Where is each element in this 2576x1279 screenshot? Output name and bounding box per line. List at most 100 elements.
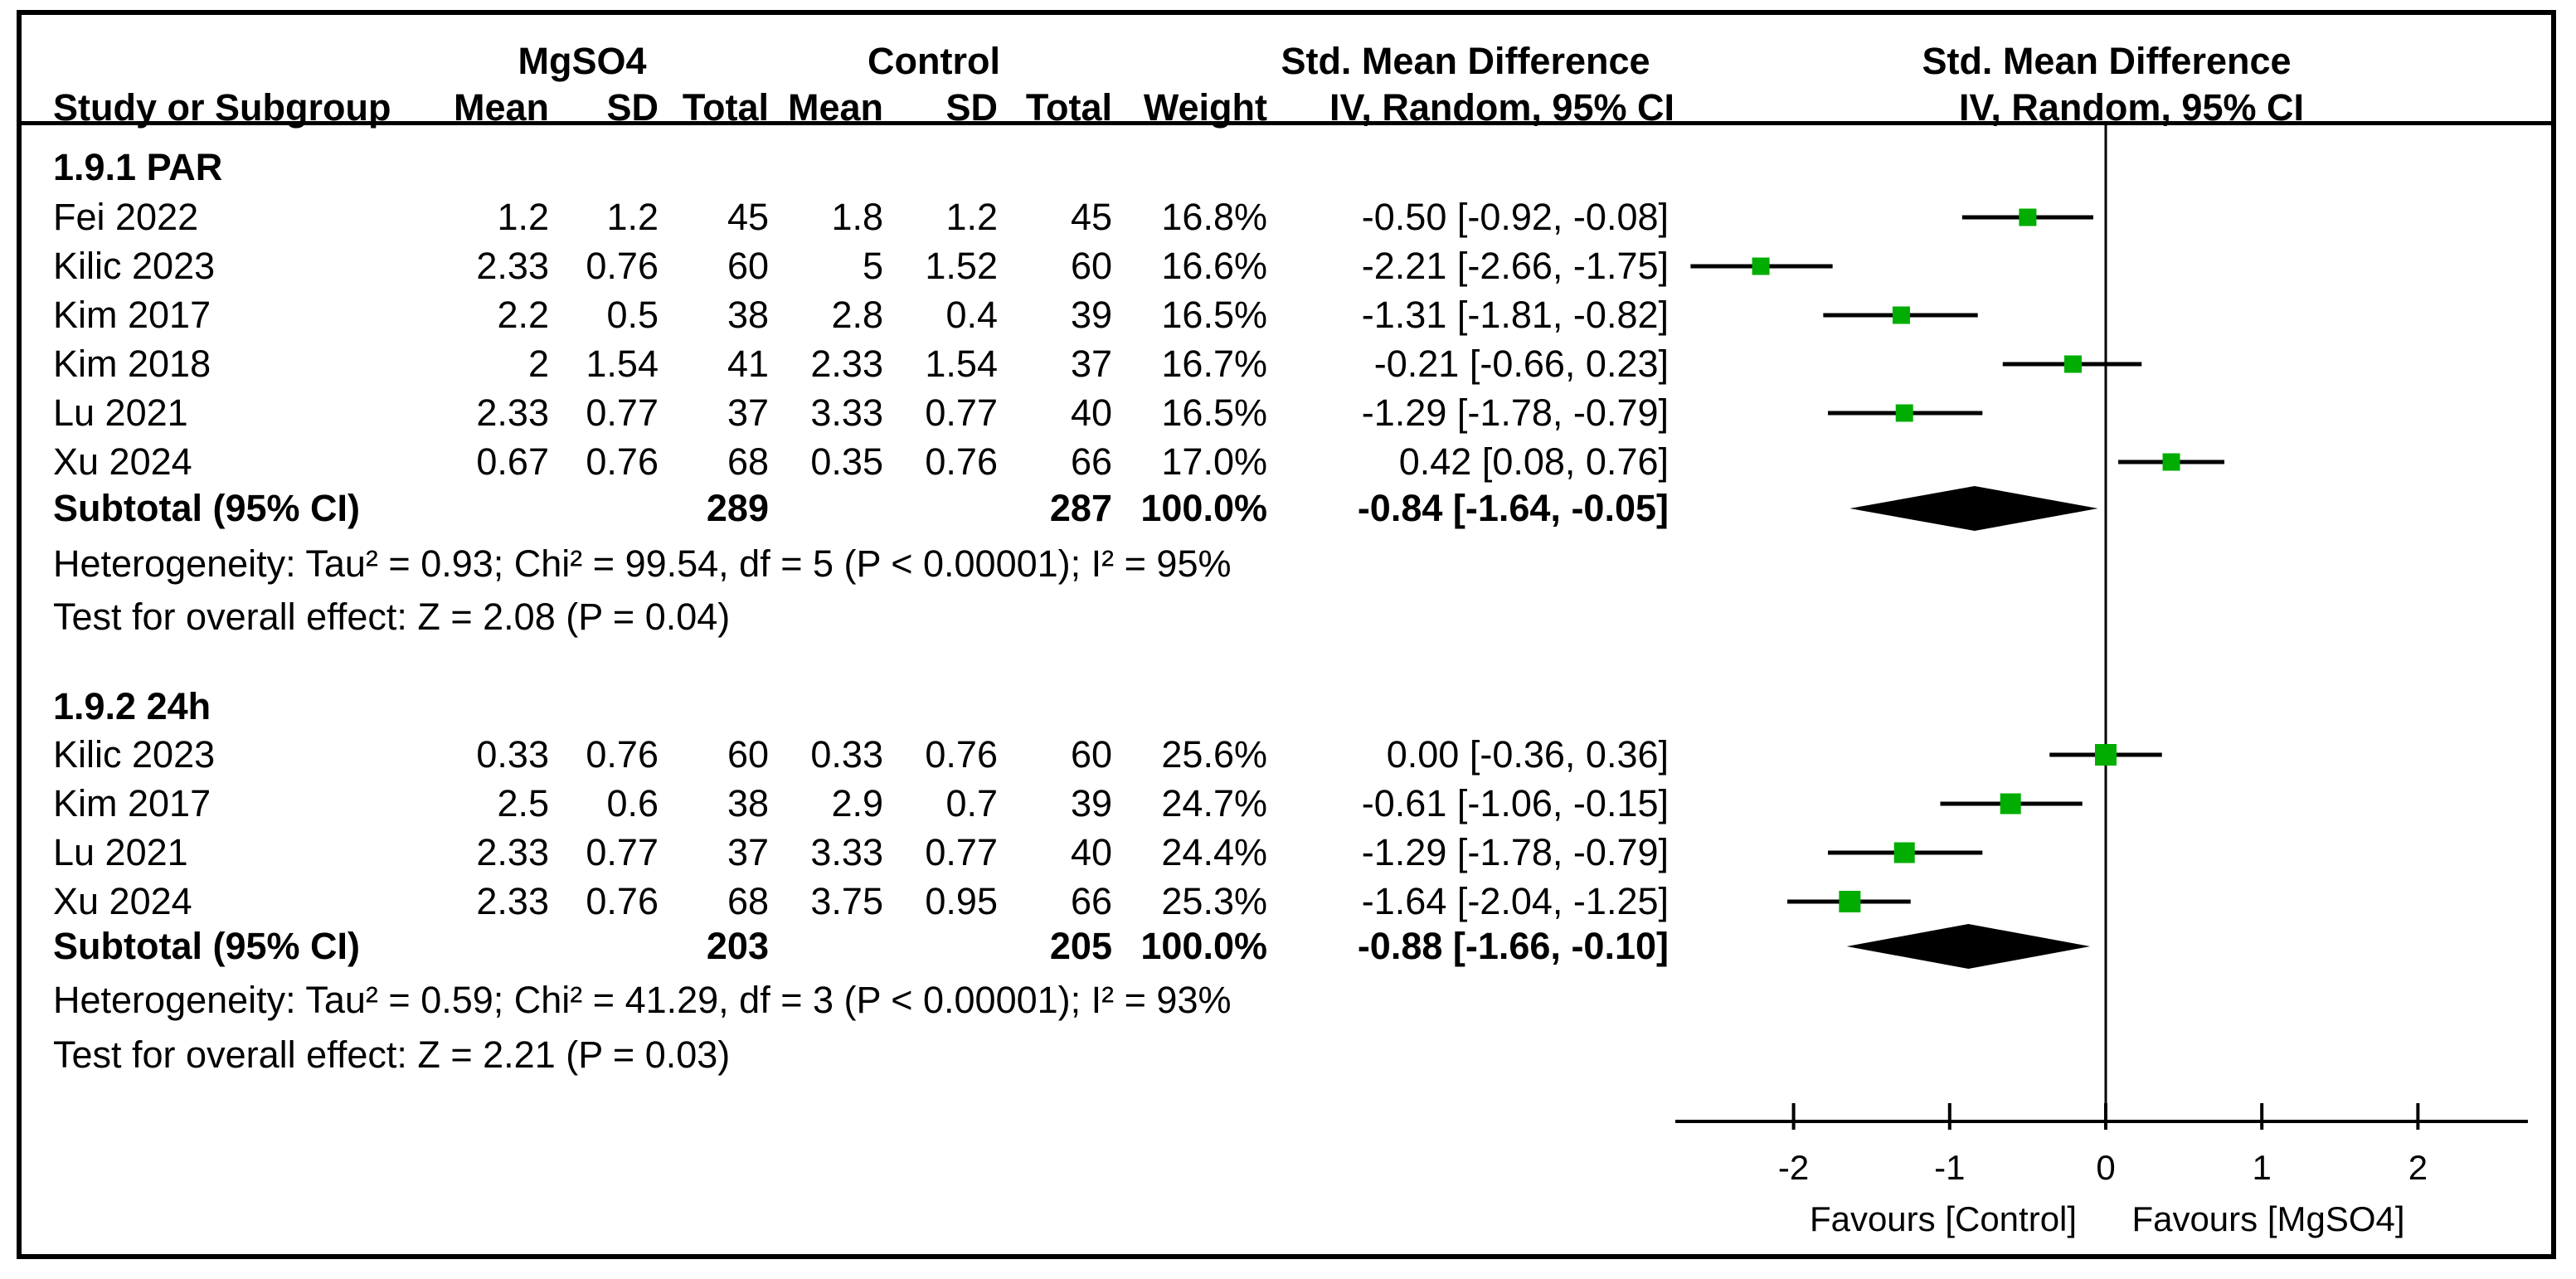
subtotal-control-total: 205 [1049, 925, 1112, 967]
mgso4-sd: 0.76 [586, 245, 659, 287]
control-total: 66 [1070, 880, 1112, 922]
mgso4-total: 60 [727, 245, 769, 287]
control-mean: 2.33 [810, 343, 883, 385]
heterogeneity-row: Heterogeneity: Tau² = 0.93; Chi² = 99.54… [0, 540, 2576, 588]
subgroup-label: 1.9.1 PAR [53, 146, 223, 188]
mgso4-total: 68 [727, 880, 769, 922]
mgso4-sd: 0.76 [586, 440, 659, 483]
heterogeneity-text: Heterogeneity: Tau² = 0.93; Chi² = 99.54… [53, 542, 1232, 585]
axis-tick-label: 1 [2253, 1148, 2272, 1187]
subtotal-row: Subtotal (95% CI) 203 205 100.0% -0.88 [-1.6… [0, 922, 2576, 970]
subtotal-row: Subtotal (95% CI) 289 287 100.0% -0.84 [-1.6… [0, 484, 2576, 533]
ci-value: 0.00 [-0.36, 0.36] [1386, 733, 1669, 776]
control-mean: 3.33 [810, 391, 883, 434]
overall-effect-text: Test for overall effect: Z = 2.08 (P = 0… [53, 596, 731, 638]
study-name: Kim 2017 [53, 782, 211, 824]
favours-right-label: Favours [MgSO4] [2131, 1199, 2404, 1238]
table-row: Xu 2024 2.33 0.76 68 3.75 0.95 66 25.3% -1.64 [-… [0, 878, 2576, 926]
mgso4-mean: 0.33 [476, 733, 549, 776]
weight-value: 25.6% [1161, 733, 1267, 776]
control-total: 37 [1070, 343, 1112, 385]
subtotal-label: Subtotal (95% CI) [53, 925, 361, 967]
ci-value: -2.21 [-2.66, -1.75] [1361, 245, 1669, 287]
control-sd: 0.7 [945, 782, 998, 824]
control-mean: 2.9 [831, 782, 883, 824]
control-mean: 0.33 [810, 733, 883, 776]
subtotal-ci-value: -0.88 [-1.66, -0.10] [1357, 925, 1669, 967]
mgso4-total: 60 [727, 733, 769, 776]
study-name: Fei 2022 [53, 196, 199, 238]
axis-tick-label: -1 [1934, 1148, 1965, 1187]
subtotal-control-total: 287 [1049, 487, 1112, 529]
weight-value: 24.4% [1161, 831, 1267, 873]
weight-value: 16.5% [1161, 294, 1267, 336]
effect-marker [1895, 404, 1913, 422]
control-total: 60 [1070, 245, 1112, 287]
weight-value: 16.8% [1161, 196, 1267, 238]
smd-header-text-column: Std. Mean Difference [1281, 40, 1650, 82]
control-mean: 2.8 [831, 294, 883, 336]
ci-value: -0.50 [-0.92, -0.08] [1361, 196, 1669, 238]
effect-marker [2162, 453, 2180, 471]
mgso4-total: 37 [727, 831, 769, 873]
study-name: Kilic 2023 [53, 245, 216, 287]
ci-value: 0.42 [0.08, 0.76] [1398, 440, 1669, 483]
ci-value: -0.21 [-0.66, 0.23] [1373, 343, 1669, 385]
mgso4-mean: 2.33 [476, 831, 549, 873]
subtotal-diamond [1849, 486, 2098, 531]
mgso4-total: 38 [727, 294, 769, 336]
mgso4-sd: 0.77 [586, 831, 659, 873]
control-mean: 3.75 [810, 880, 883, 922]
mgso4-mean: 2 [527, 343, 549, 385]
control-total: 60 [1070, 733, 1112, 776]
ci-value: -1.31 [-1.81, -0.82] [1361, 294, 1669, 336]
mgso4-total: 68 [727, 440, 769, 483]
table-row: Kilic 2023 2.33 0.76 60 5 1.52 60 16.6% -2.21 [-… [0, 242, 2576, 290]
control-sd: 1.2 [945, 196, 998, 238]
subtotal-weight: 100.0% [1140, 925, 1267, 967]
mgso4-mean: 2.2 [497, 294, 549, 336]
subtotal-label: Subtotal (95% CI) [53, 487, 361, 529]
effect-marker [2000, 793, 2021, 815]
table-row: Xu 2024 0.67 0.76 68 0.35 0.76 66 17.0% 0.42 [0.… [0, 438, 2576, 486]
weight-value: 16.7% [1161, 343, 1267, 385]
mgso4-sd: 0.6 [606, 782, 659, 824]
effect-marker [1839, 891, 1861, 912]
mgso4-sd: 1.2 [606, 196, 659, 238]
control-total: 66 [1070, 440, 1112, 483]
effect-marker [1893, 842, 1915, 863]
mgso4-total: 37 [727, 391, 769, 434]
subgroup-label-row: 1.9.2 24h [0, 683, 2576, 731]
study-name: Xu 2024 [53, 880, 192, 922]
favours-left-label: Favours [Control] [1810, 1199, 2077, 1238]
overall-effect-row: Test for overall effect: Z = 2.08 (P = 0… [0, 593, 2576, 641]
weight-value: 16.5% [1161, 391, 1267, 434]
mgso4-mean: 1.2 [497, 196, 549, 238]
table-row: Lu 2021 2.33 0.77 37 3.33 0.77 40 24.4% -1.29 [-… [0, 829, 2576, 877]
mgso4-mean: 0.67 [476, 440, 549, 483]
weight-value: 24.7% [1161, 782, 1267, 824]
effect-marker [2019, 208, 2037, 226]
study-name: Lu 2021 [53, 391, 188, 434]
weight-value: 25.3% [1161, 880, 1267, 922]
effect-marker [2063, 355, 2082, 373]
subgroup-label: 1.9.2 24h [53, 685, 211, 727]
subtotal-mgso4-total: 289 [706, 487, 769, 529]
control-sd: 1.52 [925, 245, 998, 287]
figure-border [17, 10, 2556, 1259]
study-name: Kim 2017 [53, 294, 211, 336]
table-row: Lu 2021 2.33 0.77 37 3.33 0.77 40 16.5% -1.29 [-… [0, 389, 2576, 437]
mgso4-sd: 0.76 [586, 733, 659, 776]
effect-marker [2095, 744, 2117, 766]
heterogeneity-text: Heterogeneity: Tau² = 0.59; Chi² = 41.29… [53, 979, 1232, 1021]
subtotal-ci-value: -0.84 [-1.64, -0.05] [1357, 487, 1669, 529]
mgso4-sd: 1.54 [586, 343, 659, 385]
mgso4-sd: 0.5 [606, 294, 659, 336]
table-row: Kim 2017 2.2 0.5 38 2.8 0.4 39 16.5% -1.31 [-1.8… [0, 291, 2576, 339]
control-total: 40 [1070, 391, 1112, 434]
control-sd: 0.77 [925, 831, 998, 873]
weight-value: 17.0% [1161, 440, 1267, 483]
mgso4-mean: 2.5 [497, 782, 549, 824]
study-name: Lu 2021 [53, 831, 188, 873]
